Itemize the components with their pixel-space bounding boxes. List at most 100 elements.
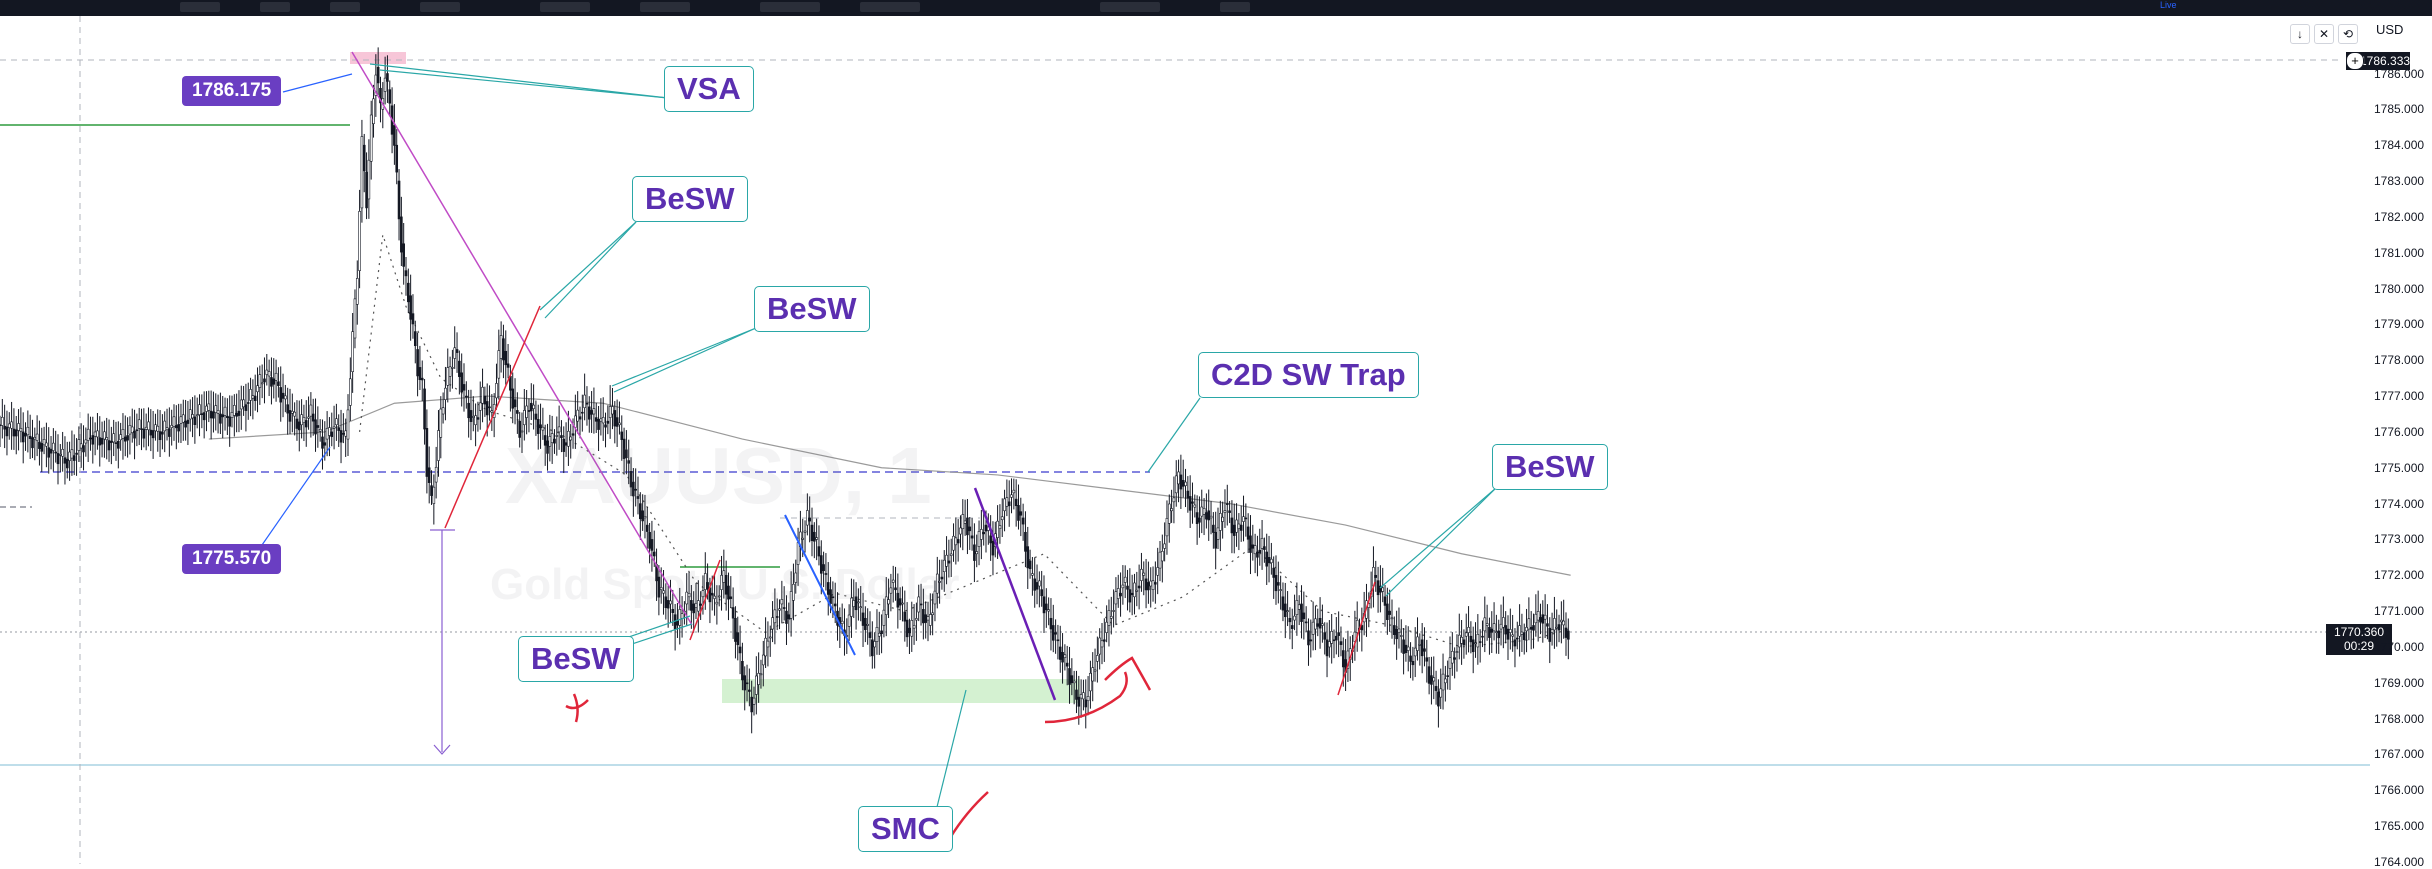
candle-body <box>1399 635 1403 637</box>
candle-body <box>1323 632 1327 640</box>
toolbar-button[interactable] <box>640 2 690 12</box>
candle-body <box>70 449 74 459</box>
candle-body <box>228 416 231 427</box>
arrow-down-icon[interactable]: ↓ <box>2290 24 2310 44</box>
candle-body <box>1072 680 1076 684</box>
toolbar-button[interactable] <box>540 2 590 12</box>
candle-body <box>922 609 925 624</box>
candle-body <box>1302 612 1306 620</box>
candle-body <box>1281 596 1285 611</box>
price-chart[interactable] <box>0 16 2432 864</box>
candle-body <box>300 414 303 426</box>
candle-body <box>806 510 809 526</box>
candle-body <box>309 404 313 417</box>
candle-body <box>1265 551 1269 567</box>
candle-body <box>671 609 675 613</box>
candle-body <box>355 278 359 305</box>
candle-body <box>270 377 273 387</box>
toolbar-button[interactable] <box>260 2 290 12</box>
candle-body <box>785 610 788 624</box>
annotation-besw-1[interactable]: BeSW <box>632 176 748 222</box>
candle-body <box>1260 538 1264 549</box>
candle-body <box>126 435 129 441</box>
candle-body <box>1114 591 1118 605</box>
candle-body <box>755 675 758 695</box>
candle-body <box>826 582 830 595</box>
annotation-besw-4[interactable]: BeSW <box>518 636 634 682</box>
toolbar-button[interactable] <box>760 2 820 12</box>
candle-body <box>1541 614 1545 624</box>
candle-body <box>328 427 331 436</box>
candle-body <box>1051 625 1055 641</box>
candle-body <box>557 426 561 433</box>
candle-body <box>77 439 81 451</box>
live-label[interactable]: Live <box>2160 0 2177 10</box>
candle-body <box>112 433 115 443</box>
candle-body <box>214 405 218 413</box>
candle-body <box>666 600 670 609</box>
candle-body <box>701 590 705 598</box>
currency-selector[interactable]: USD <box>2376 22 2404 37</box>
candle-body <box>1084 699 1088 708</box>
candle-body <box>536 419 540 434</box>
candle-body <box>959 527 962 535</box>
annotation-smc[interactable]: SMC <box>858 806 953 852</box>
trend-line-purple <box>973 487 1057 701</box>
candle-body <box>1209 515 1213 519</box>
toolbar-button[interactable] <box>420 2 460 12</box>
candle-body <box>1534 613 1538 624</box>
refresh-icon[interactable]: ⟲ <box>2338 24 2358 44</box>
toolbar-button[interactable] <box>860 2 920 12</box>
candle-body <box>35 433 39 441</box>
toolbar-button[interactable] <box>1100 2 1160 12</box>
price-tag-low[interactable]: 1775.570 <box>182 544 282 574</box>
candle-body <box>1390 617 1394 620</box>
candle-body <box>1485 623 1489 626</box>
candle-body <box>5 426 9 437</box>
candle-body <box>1181 479 1185 487</box>
candle-body <box>585 402 589 405</box>
candle-body <box>1144 578 1148 591</box>
candle-body <box>367 159 371 200</box>
price-tag-high[interactable]: 1786.175 <box>182 76 282 106</box>
candle-body <box>154 424 157 432</box>
annotation-c2d-sw-trap[interactable]: C2D SW Trap <box>1198 352 1419 398</box>
candle-body <box>1397 628 1401 633</box>
candle-body <box>432 486 436 504</box>
candle-body <box>1235 519 1238 533</box>
annotation-besw-2[interactable]: BeSW <box>754 286 870 332</box>
candle-body <box>393 125 396 146</box>
candle-body <box>1075 689 1078 700</box>
candle-body <box>1395 628 1398 640</box>
annotation-besw-3[interactable]: BeSW <box>1492 444 1608 490</box>
candle-body <box>982 531 985 535</box>
candle-body <box>65 458 69 469</box>
candle-body <box>829 589 832 604</box>
candle-body <box>281 392 285 399</box>
candle-body <box>314 419 317 435</box>
close-icon[interactable]: ✕ <box>2314 24 2334 44</box>
candle-body <box>1469 635 1473 643</box>
candle-body <box>267 371 271 377</box>
candle-body <box>21 431 25 443</box>
candle-body <box>1042 596 1046 614</box>
candle-body <box>342 433 345 435</box>
y-tick-label: 1777.000 <box>2374 389 2425 404</box>
toolbar-button[interactable] <box>330 2 360 12</box>
candle-body <box>1219 513 1222 531</box>
candle-body <box>1163 543 1166 549</box>
toolbar-button[interactable] <box>1220 2 1250 12</box>
candle-body <box>1202 508 1206 515</box>
candle-body <box>110 440 113 443</box>
candle-body <box>980 529 983 540</box>
candle-body <box>903 611 907 622</box>
candle-body <box>193 416 197 425</box>
candle-body <box>1186 490 1190 499</box>
plus-icon[interactable]: + <box>2346 52 2364 70</box>
annotation-vsa[interactable]: VSA <box>664 66 754 112</box>
candle-body <box>63 457 67 464</box>
toolbar-button[interactable] <box>180 2 220 12</box>
candle-body <box>908 627 911 634</box>
candle-body <box>1165 518 1169 537</box>
candle-body <box>149 429 153 436</box>
